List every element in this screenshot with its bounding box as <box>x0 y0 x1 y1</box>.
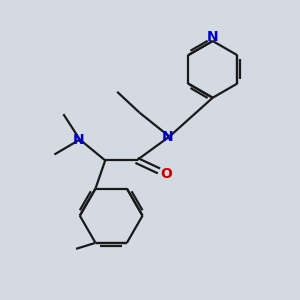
Text: N: N <box>73 133 84 146</box>
Text: N: N <box>161 130 173 144</box>
Text: N: N <box>207 29 218 44</box>
Text: O: O <box>160 167 172 181</box>
